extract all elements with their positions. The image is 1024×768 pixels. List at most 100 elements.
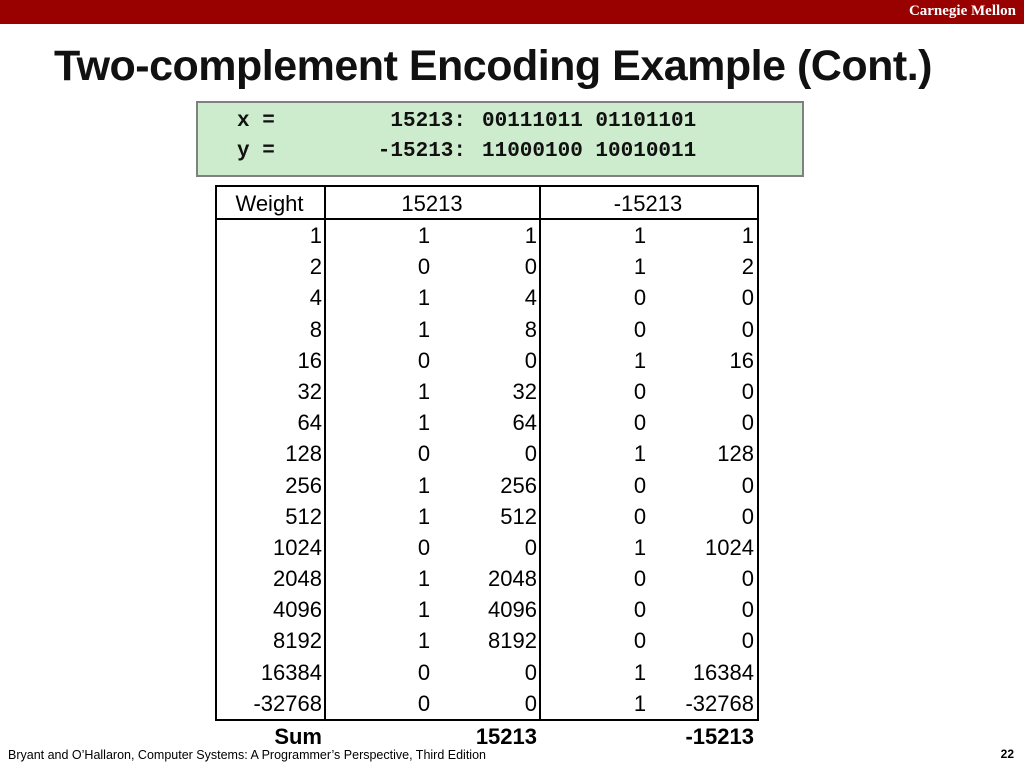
weight-cell: 2 [309, 254, 322, 280]
bit-cell: 1 [633, 254, 647, 280]
weight-cell: 4 [309, 285, 322, 311]
bit-cell: 0 [417, 441, 431, 467]
weight-cell: 32 [297, 378, 322, 404]
value-cell: 0 [524, 254, 537, 280]
bit-cell: 1 [417, 566, 431, 592]
bit-cell: 1 [633, 441, 647, 467]
value-cell: 16384 [692, 659, 754, 685]
value-cell: 8192 [488, 628, 537, 654]
column-divider [539, 185, 541, 719]
sum-value: 15213 [475, 724, 537, 749]
bit-cell: 1 [417, 285, 431, 311]
bit-cell: 0 [633, 628, 647, 654]
value-cell: 0 [524, 659, 537, 685]
bit-cell: 0 [417, 254, 431, 280]
bit-cell: 0 [633, 566, 647, 592]
bit-cell: 1 [417, 223, 431, 248]
citation: Bryant and O’Hallaron, Computer Systems:… [8, 748, 486, 762]
bit-cell: 0 [417, 690, 431, 716]
weight-cell: 512 [285, 503, 322, 529]
value-cell: 4096 [488, 597, 537, 623]
bit-cell: 0 [633, 503, 647, 529]
page-number: 22 [1000, 747, 1014, 761]
value-cell: 128 [717, 441, 754, 467]
bit-cell: 0 [633, 472, 647, 498]
value-cell: 2 [741, 254, 754, 280]
value-cell: 0 [741, 628, 754, 654]
bit-cell: 1 [417, 378, 431, 404]
column-header: 15213 [401, 191, 463, 216]
value-cell: 0 [524, 441, 537, 467]
top-bar [0, 0, 1024, 24]
sum-label: Sum [274, 724, 322, 749]
value-cell: 32 [512, 378, 537, 404]
value-cell: 256 [500, 472, 537, 498]
weight-cell: 1 [309, 223, 322, 248]
weight-cell: 8192 [273, 628, 322, 654]
value-cell: 64 [512, 410, 537, 436]
value-cell: 1024 [705, 534, 754, 560]
weight-cell: 2048 [273, 566, 322, 592]
value-cell: 0 [741, 378, 754, 404]
bit-cell: 1 [417, 597, 431, 623]
code-number: 15213: [390, 110, 466, 133]
value-cell: 2048 [488, 566, 537, 592]
column-header: -15213 [613, 191, 683, 216]
code-bits: 11000100 10010011 [482, 140, 697, 163]
bit-cell: 1 [633, 659, 647, 685]
value-cell: 0 [741, 472, 754, 498]
bit-cell: 0 [633, 285, 647, 311]
weight-cell: 4096 [273, 597, 322, 623]
code-number: -15213: [377, 140, 466, 163]
sum-value: -15213 [685, 724, 754, 749]
bit-cell: 1 [417, 503, 431, 529]
table-frame [215, 185, 759, 721]
bit-cell: 1 [417, 628, 431, 654]
value-cell: 0 [741, 566, 754, 592]
bit-cell: 1 [417, 472, 431, 498]
bit-cell: 1 [633, 690, 647, 716]
slide-title: Two-complement Encoding Example (Cont.) [54, 42, 932, 90]
weight-cell: 64 [297, 410, 322, 436]
bit-cell: 0 [417, 534, 431, 560]
weight-cell: 8 [309, 316, 322, 342]
brand: Carnegie Mellon [908, 3, 1016, 19]
weight-cell: 16384 [260, 659, 322, 685]
code-label: y = [237, 140, 275, 163]
bit-cell: 0 [633, 316, 647, 342]
value-cell: 1 [741, 223, 754, 248]
column-divider [324, 185, 326, 719]
bit-cell: 1 [633, 347, 647, 373]
bit-cell: 1 [633, 534, 647, 560]
value-cell: 0 [524, 534, 537, 560]
weight-cell: 1024 [273, 534, 322, 560]
bit-cell: 0 [417, 659, 431, 685]
code-box [196, 101, 804, 177]
column-header: Weight [235, 191, 304, 216]
value-cell: -32768 [685, 690, 754, 716]
value-cell: 0 [524, 690, 537, 716]
bit-cell: 1 [417, 410, 431, 436]
value-cell: 0 [741, 316, 754, 342]
value-cell: 1 [524, 223, 537, 248]
weight-cell: 256 [285, 472, 322, 498]
weight-cell: 16 [297, 347, 322, 373]
bit-cell: 0 [417, 347, 431, 373]
bit-cell: 1 [633, 223, 647, 248]
value-cell: 4 [524, 285, 537, 311]
value-cell: 512 [500, 503, 537, 529]
bit-cell: 1 [417, 316, 431, 342]
value-cell: 16 [729, 347, 754, 373]
code-label: x = [237, 110, 275, 133]
value-cell: 8 [524, 316, 537, 342]
value-cell: 0 [741, 410, 754, 436]
bit-cell: 0 [633, 378, 647, 404]
value-cell: 0 [741, 597, 754, 623]
code-bits: 00111011 01101101 [482, 110, 697, 133]
weight-cell: 128 [285, 441, 322, 467]
header-divider [215, 218, 757, 220]
value-cell: 0 [741, 285, 754, 311]
value-cell: 0 [741, 503, 754, 529]
value-cell: 0 [524, 347, 537, 373]
